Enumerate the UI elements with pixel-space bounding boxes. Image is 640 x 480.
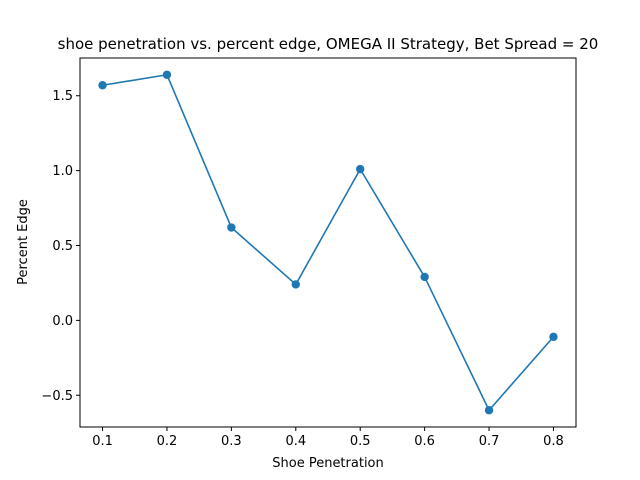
data-point <box>420 272 429 282</box>
x-tick-label: 0.8 <box>543 434 564 449</box>
data-point <box>98 81 107 90</box>
data-point <box>549 332 558 342</box>
x-tick-label: 0.7 <box>479 434 500 449</box>
x-tick-label: 0.5 <box>350 434 371 449</box>
x-tick-label: 0.2 <box>157 434 178 449</box>
x-axis-label: Shoe Penetration <box>272 456 384 471</box>
y-tick-label: 1.0 <box>52 164 73 179</box>
y-tick-label: −0.5 <box>41 389 73 404</box>
data-point <box>356 164 365 174</box>
data-point <box>162 70 172 79</box>
data-point <box>484 406 494 415</box>
chart-title: shoe penetration vs. percent edge, OMEGA… <box>58 35 599 53</box>
data-point <box>291 280 300 289</box>
x-tick-label: 0.6 <box>414 434 435 449</box>
y-tick-label: 0.5 <box>52 239 73 254</box>
x-tick-label: 0.4 <box>285 434 306 449</box>
x-tick-label: 0.3 <box>221 434 242 449</box>
plot-area: 0.1 0.2 0.3 0.4 0.5 0.6 0.7 0.8 −0.5 0.0 0.5 1.0 1.5 <box>41 57 577 449</box>
y-tick-label: 1.5 <box>52 89 73 104</box>
y-tick-label: 0.0 <box>52 314 73 329</box>
plot-frame <box>79 57 577 428</box>
x-tick-label: 0.1 <box>92 434 113 449</box>
data-point <box>227 223 236 232</box>
series-line <box>102 73 555 412</box>
y-axis-label: Percent Edge <box>16 199 31 285</box>
